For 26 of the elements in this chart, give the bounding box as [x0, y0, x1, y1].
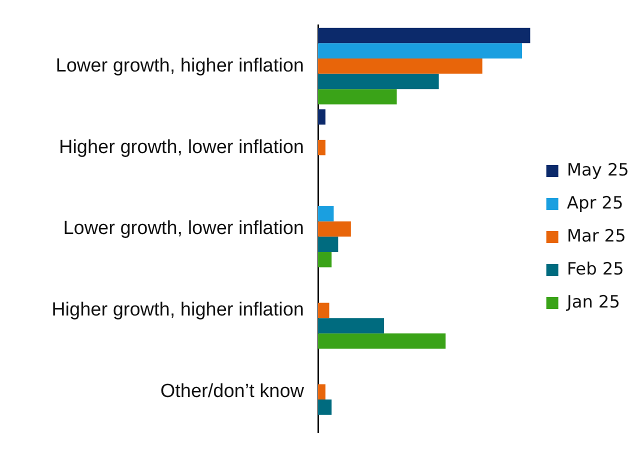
- bar: [318, 58, 482, 74]
- bar: [318, 28, 530, 44]
- bar: [318, 221, 351, 237]
- bar: [318, 333, 446, 349]
- bar: [318, 43, 522, 58]
- legend-label: Feb 25: [566, 259, 624, 280]
- bar: [318, 236, 338, 252]
- bar: [318, 302, 330, 318]
- legend-label: Mar 25: [566, 226, 626, 246]
- y-tick-label: Lower growth, higher inflation: [56, 55, 304, 76]
- y-tick-label: Higher growth, higher inflation: [52, 300, 304, 321]
- bar: [318, 384, 326, 400]
- bar: [318, 109, 326, 125]
- bar: [318, 74, 439, 90]
- bar: [318, 140, 326, 156]
- bar: [318, 206, 334, 222]
- y-tick-label: Higher growth, lower inflation: [58, 136, 304, 158]
- y-tick-label: Other/don’t know: [160, 381, 304, 402]
- bar: [318, 89, 397, 104]
- bar: [318, 252, 332, 268]
- bar: [318, 400, 332, 415]
- legend-label: May 25: [566, 160, 630, 180]
- legend-label: Apr 25: [566, 193, 624, 214]
- y-tick-label: Lower growth, lower inflation: [63, 218, 304, 240]
- bar: [318, 318, 384, 334]
- legend-label: Jan 25: [566, 292, 620, 312]
